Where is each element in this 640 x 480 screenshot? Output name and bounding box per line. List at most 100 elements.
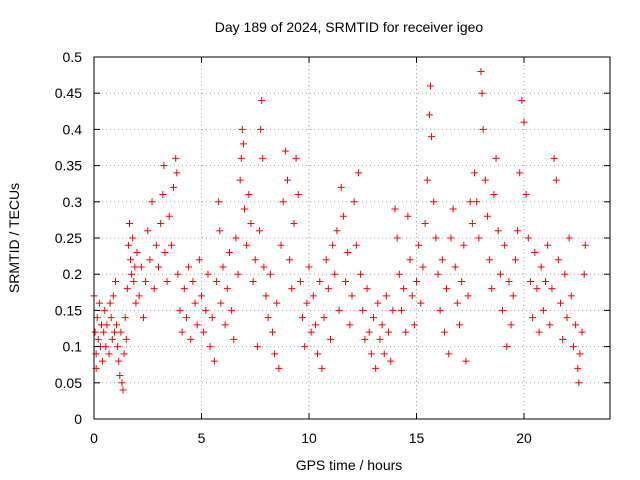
data-point <box>520 118 528 126</box>
data-point <box>456 321 463 329</box>
data-point <box>406 256 414 264</box>
data-point <box>494 227 502 235</box>
data-point <box>578 328 586 336</box>
data-point <box>152 241 160 249</box>
data-point <box>344 248 352 256</box>
data-point <box>193 321 201 329</box>
data-point <box>481 176 489 184</box>
data-point <box>574 364 582 372</box>
data-point <box>256 227 264 235</box>
data-point <box>288 285 296 293</box>
data-point <box>464 292 472 300</box>
data-point <box>187 335 195 343</box>
axis-ticks: 0 0.05 0.1 0.15 0.2 0.25 0.3 0.35 0.4 0.45 0.5 0 5 10… <box>55 49 610 446</box>
data-point <box>421 220 429 228</box>
data-point <box>268 328 276 336</box>
data-point <box>124 241 132 249</box>
data-point <box>501 241 509 249</box>
x-tick-label: 10 <box>301 430 317 446</box>
data-point <box>417 299 425 307</box>
data-point <box>236 176 244 184</box>
data-point <box>114 343 122 351</box>
data-point <box>370 314 377 322</box>
data-point <box>572 321 580 329</box>
data-point <box>247 220 255 228</box>
data-point <box>243 241 251 249</box>
data-point <box>563 314 571 322</box>
data-point <box>514 227 522 235</box>
data-point <box>548 285 556 293</box>
data-point <box>215 198 223 206</box>
data-point <box>157 220 165 228</box>
data-point <box>471 169 479 177</box>
data-point <box>163 277 171 285</box>
data-point <box>348 292 356 300</box>
data-point <box>385 328 393 336</box>
data-point <box>257 125 265 133</box>
data-point <box>91 328 99 336</box>
data-point <box>337 183 345 191</box>
data-point <box>290 220 298 228</box>
data-point <box>123 285 131 293</box>
data-point <box>225 248 233 256</box>
data-point <box>180 285 188 293</box>
y-tick-label: 0.2 <box>63 266 83 282</box>
data-point <box>101 306 109 314</box>
data-point <box>262 292 270 300</box>
data-point <box>130 277 138 285</box>
data-point <box>213 277 221 285</box>
data-point <box>546 321 554 329</box>
y-tick-label: 0.45 <box>55 85 82 101</box>
data-point <box>204 270 212 278</box>
data-point <box>483 212 491 220</box>
data-point <box>516 169 524 177</box>
data-point <box>404 212 412 220</box>
data-point <box>473 198 481 206</box>
data-point <box>303 299 311 307</box>
data-point <box>191 299 199 307</box>
data-point <box>221 321 229 329</box>
data-point <box>176 306 184 314</box>
data-point <box>292 154 300 162</box>
data-point <box>361 335 369 343</box>
data-point <box>108 335 116 343</box>
data-point <box>219 263 227 271</box>
data-point <box>301 343 309 351</box>
data-point <box>119 386 127 394</box>
data-point <box>477 67 485 75</box>
data-point <box>103 321 111 329</box>
data-point <box>309 292 317 300</box>
data-point <box>266 270 274 278</box>
data-point <box>139 314 147 322</box>
data-point <box>195 256 203 264</box>
data-point <box>264 314 272 322</box>
data-point <box>475 234 483 242</box>
data-point <box>415 241 423 249</box>
data-point <box>198 292 205 300</box>
data-point <box>426 82 434 90</box>
data-point <box>518 96 526 104</box>
data-point <box>357 270 365 278</box>
x-tick-label: 0 <box>90 430 98 446</box>
data-point <box>115 357 123 365</box>
data-point <box>120 350 128 358</box>
data-point <box>230 335 238 343</box>
data-point <box>284 176 291 184</box>
data-point <box>178 328 186 336</box>
data-point <box>329 241 337 249</box>
data-point <box>395 270 403 278</box>
data-point <box>479 125 487 133</box>
data-point <box>449 205 457 213</box>
data-point <box>324 285 332 293</box>
data-point <box>237 154 245 162</box>
data-point <box>327 335 334 343</box>
data-point <box>451 263 459 271</box>
data-point <box>172 154 180 162</box>
data-point <box>507 321 515 329</box>
data-point <box>167 241 175 249</box>
data-point <box>275 364 283 372</box>
data-point <box>486 256 494 264</box>
data-point <box>279 198 287 206</box>
data-point <box>148 198 156 206</box>
data-point <box>419 263 427 271</box>
